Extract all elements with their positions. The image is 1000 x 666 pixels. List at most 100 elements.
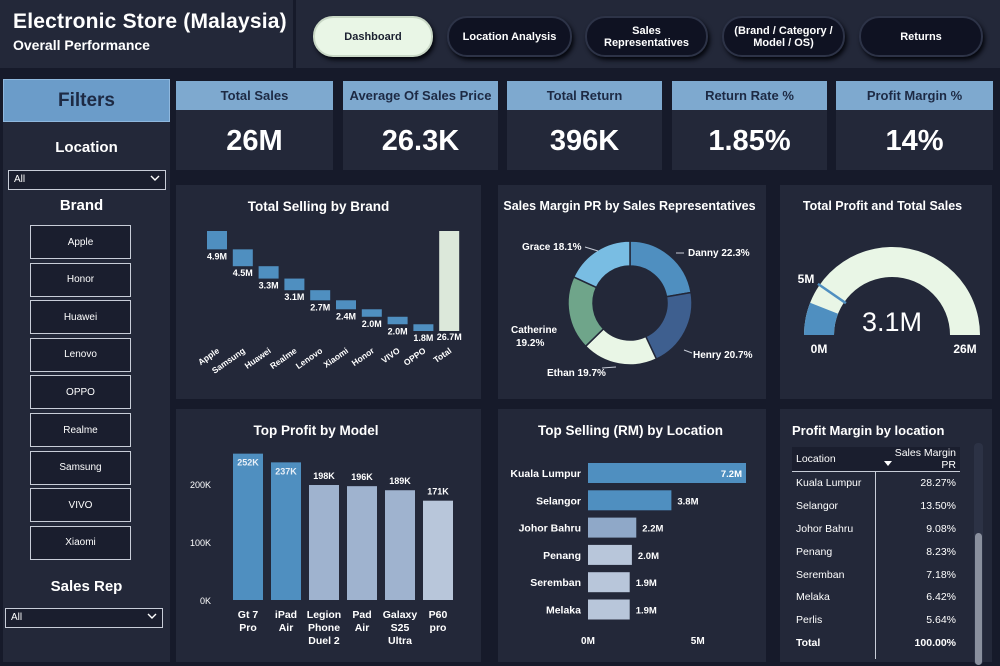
profit-margin-table: Location Sales Margin PR Kuala Lumpur 28.…: [792, 447, 960, 654]
category-tick-label: Duel 2: [308, 635, 340, 647]
data-label: 3.1M: [284, 292, 304, 302]
table-row[interactable]: Perlis 5.64%: [792, 609, 960, 632]
brand-filter-oppo[interactable]: OPPO: [30, 375, 131, 410]
table-title: Profit Margin by location: [792, 423, 945, 438]
brand-filter-samsung[interactable]: Samsung: [30, 450, 131, 485]
data-label: 171K: [427, 487, 449, 497]
margin-cell: 13.50%: [920, 500, 956, 513]
table-row[interactable]: Seremban 7.18%: [792, 563, 960, 586]
data-label: 3.8M: [677, 496, 698, 507]
kpi-profit-margin: Profit Margin % 14%: [836, 81, 993, 170]
chart-title: Top Selling (RM) by Location: [538, 423, 723, 438]
table-row[interactable]: Kuala Lumpur 28.27%: [792, 472, 960, 495]
kpi-label: Return Rate %: [672, 81, 827, 110]
kpi-value: 396K: [549, 125, 620, 157]
category-tick-label: Air: [279, 622, 294, 634]
data-label: 2.0M: [388, 326, 408, 336]
navigation-bar: Dashboard Location Analysis Sales Repres…: [296, 0, 1000, 68]
column-header-sales-margin[interactable]: Sales Margin PR: [880, 447, 960, 471]
waterfall-bar-samsung: [232, 249, 253, 267]
gauge-track: [804, 247, 980, 335]
profit-gauge-chart: 3.1M 0M 26M 5M: [798, 247, 980, 356]
table-row[interactable]: Selangor 13.50%: [792, 495, 960, 518]
waterfall-bar-honor: [361, 309, 382, 317]
sales-rep-donut-chart: Danny 22.3% Henry 20.7% Ethan 19.7% Catheri…: [511, 240, 753, 379]
category-tick-label: Ultra: [388, 635, 412, 647]
data-label: 2.0M: [362, 319, 382, 329]
brand-filter-vivo[interactable]: VIVO: [30, 488, 131, 523]
y-tick-label: 100K: [190, 538, 211, 548]
sales-rep-dropdown[interactable]: All: [5, 608, 163, 628]
bar-pad-air: [347, 486, 377, 600]
leader-henry: [683, 349, 693, 354]
kpi-label: Total Return: [507, 81, 662, 110]
kpi-return-rate: Return Rate % 1.85%: [672, 81, 827, 170]
table-total-row: Total 100.00%: [792, 632, 960, 655]
data-label: 189K: [389, 476, 411, 486]
brand-filter-realme[interactable]: Realme: [30, 413, 131, 447]
category-tick-label: Lenovo: [294, 345, 325, 371]
location-cell: Selangor: [796, 500, 839, 513]
nav-sales-representatives-button[interactable]: Sales Representatives: [585, 16, 708, 57]
category-tick-label: Seremban: [530, 577, 581, 589]
data-label: 2.7M: [310, 302, 330, 312]
location-cell: Seremban: [796, 568, 845, 581]
total-value: 100.00%: [914, 636, 956, 649]
chart-title: Sales Margin PR by Sales Representatives: [503, 199, 756, 213]
category-tick-label: P60: [429, 609, 448, 621]
location-filter-label: Location: [55, 139, 118, 156]
category-tick-label: Legion: [307, 609, 341, 621]
report-subtitle: Overall Performance: [13, 37, 150, 53]
gauge-value-label: 3.1M: [862, 307, 922, 337]
leader-ethan: [601, 366, 617, 369]
column-header-location[interactable]: Location: [796, 453, 836, 465]
data-label: 252K: [237, 458, 259, 468]
category-tick-label: Total: [431, 345, 453, 364]
table-scrollbar-thumb[interactable]: [975, 533, 982, 665]
category-tick-label: Huawei: [243, 345, 273, 370]
brand-filter-honor[interactable]: Honor: [30, 262, 131, 297]
table-row[interactable]: Melaka 6.42%: [792, 586, 960, 609]
y-tick-label: 0K: [200, 596, 211, 606]
kpi-label: Average Of Sales Price: [343, 81, 498, 110]
category-tick-label: VIVO: [379, 345, 402, 365]
nav-dashboard-button[interactable]: Dashboard: [313, 16, 433, 57]
margin-cell: 7.18%: [926, 568, 956, 581]
bar-kuala-lumpur: [588, 463, 746, 483]
kpi-total-sales: Total Sales 26M: [176, 81, 333, 170]
location-dropdown[interactable]: All: [8, 170, 166, 190]
category-tick-label: Penang: [543, 550, 581, 562]
sales-rep-donut-panel: Sales Margin PR by Sales Representatives…: [498, 185, 766, 399]
table-row[interactable]: Penang 8.23%: [792, 540, 960, 563]
column-divider: [875, 471, 876, 659]
category-tick-label: Selangor: [536, 495, 581, 507]
table-row[interactable]: Johor Bahru 9.08%: [792, 518, 960, 541]
slice-label-grace: Grace 18.1%: [522, 242, 582, 253]
data-label: 2.0M: [638, 551, 659, 562]
brand-filter-apple[interactable]: Apple: [30, 225, 131, 259]
bar-p60-pro: [423, 500, 453, 600]
chevron-down-icon: [150, 175, 160, 181]
nav-returns-button[interactable]: Returns: [859, 16, 983, 57]
slice-label-danny: Danny 22.3%: [688, 248, 750, 259]
brand-filter-huawei[interactable]: Huawei: [30, 300, 131, 335]
brand-filter-lenovo[interactable]: Lenovo: [30, 337, 131, 372]
category-tick-label: Phone: [308, 622, 340, 634]
nav-location-analysis-button[interactable]: Location Analysis: [447, 16, 572, 57]
brand-filter-xiaomi[interactable]: Xiaomi: [30, 525, 131, 560]
sort-descending-icon: [884, 461, 892, 466]
data-label: 4.9M: [207, 251, 227, 261]
category-tick-label: Galaxy: [383, 609, 418, 621]
data-label: 3.3M: [259, 281, 279, 291]
bar-gt-7-pro: [233, 453, 263, 600]
nav-brand-category-button[interactable]: (Brand / Category / Model / OS): [722, 16, 845, 57]
y-tick-label: 200K: [190, 480, 211, 490]
waterfall-bar-realme: [284, 278, 305, 291]
slice-label-henry: Henry 20.7%: [693, 350, 753, 361]
category-tick-label: S25: [391, 622, 410, 634]
profit-margin-location-panel: Profit Margin by location Location Sales…: [780, 409, 992, 665]
waterfall-bar-total: [439, 231, 460, 331]
margin-cell: 6.42%: [926, 591, 956, 604]
top-profit-model-panel: Top Profit by Model 0K 100K 200K 252K Gt 7 Pr…: [176, 409, 481, 662]
category-tick-label: Xiaomi: [322, 345, 351, 369]
